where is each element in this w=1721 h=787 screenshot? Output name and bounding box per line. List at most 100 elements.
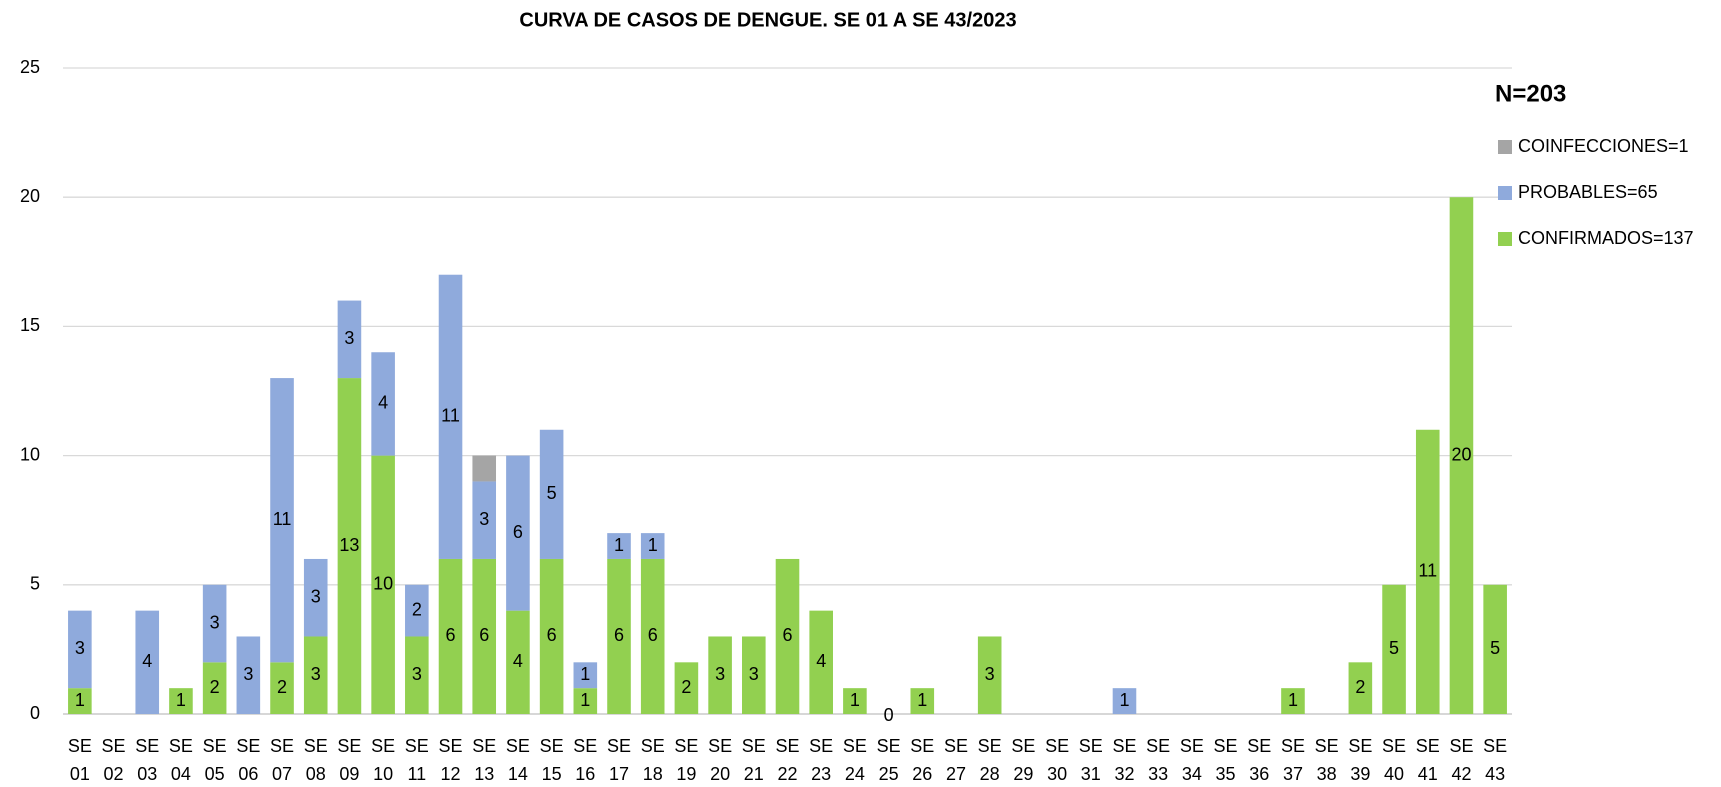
x-tick-label: SE 20 [708,736,733,784]
chart-title: CURVA DE CASOS DE DENGUE. SE 01 A SE 43/… [519,9,1016,31]
x-tick-label: SE 39 [1348,736,1373,784]
legend-label: PROBABLES=65 [1518,182,1658,202]
bar-segment [68,610,92,689]
data-label: 6 [614,625,624,645]
x-tick-label: SE 11 [404,736,429,784]
bar-segment [910,688,935,714]
bar-segment [1415,429,1440,714]
annotation: N=203 [1495,80,1566,107]
bar-segment [640,558,665,714]
x-tick-label: SE 18 [640,736,665,784]
data-label: 1 [1119,690,1129,710]
x-tick-label: SE 23 [809,736,834,784]
legend-label: COINFECCIONES=1 [1518,136,1689,156]
data-label: 11 [1418,561,1437,581]
x-tick-label: SE 37 [1280,736,1305,784]
y-tick-label: 25 [20,57,40,77]
x-tick-label: SE 33 [1146,736,1171,784]
x-tick-label: SE 04 [168,736,193,784]
legend-label: CONFIRMADOS=137 [1518,228,1694,248]
data-label: 3 [344,328,354,348]
legend-swatch [1498,140,1512,154]
data-label: 3 [749,664,759,684]
data-label: 11 [273,509,292,529]
data-label: 2 [277,677,287,697]
bar-segment [472,558,497,714]
x-tick-label: SE 14 [505,736,530,784]
x-tick-label: SE 35 [1213,736,1238,784]
bar-segment [236,636,261,714]
data-label: 3 [715,664,725,684]
bar-segment [573,662,598,689]
x-tick-label: SE 24 [842,736,867,784]
bar-segment [1483,584,1507,714]
bar-segment [708,636,732,714]
bar-segment [303,558,328,637]
data-label: 11 [441,406,460,426]
bar-segment [843,688,867,714]
x-tick-label: SE 17 [606,736,631,784]
bar-segment [539,429,564,559]
x-tick-label: SE 25 [876,736,901,784]
data-label: 1 [614,535,624,555]
x-tick-label: SE 26 [910,736,935,784]
bar-segment [438,558,463,714]
bar-segment [337,300,362,379]
data-label: 3 [243,664,253,684]
bar-segment [405,584,429,637]
x-tick-label: SE 36 [1247,736,1272,784]
bar-segment [1348,662,1373,714]
x-tick-label: SE 12 [438,736,463,784]
y-tick-label: 15 [20,315,40,335]
data-label: 6 [648,625,658,645]
bar-segment [472,455,497,482]
x-tick-label: SE 06 [236,736,261,784]
y-tick-label: 0 [30,703,40,723]
x-tick-label: SE 40 [1382,736,1407,784]
x-tick-label: SE 43 [1483,736,1508,784]
x-tick-label: SE 28 [977,736,1002,784]
bar-segment [607,558,631,714]
x-tick-label: SE 31 [1078,736,1103,784]
data-label: 2 [681,677,691,697]
data-label: 1 [580,664,590,684]
data-label: 6 [547,625,557,645]
data-label: 3 [479,509,489,529]
data-label: 6 [479,625,489,645]
x-tick-label: SE 22 [775,736,800,784]
bar-segment [202,662,227,714]
y-tick-label: 10 [20,444,40,464]
data-label: 20 [1451,444,1471,464]
x-tick-label: SE 34 [1179,736,1204,784]
bar-segment [640,533,665,559]
bar-segment [371,352,395,456]
bar-segment [371,455,395,714]
data-label: 1 [176,690,186,710]
x-tick-label: SE 02 [101,736,126,784]
data-label: 0 [884,705,894,725]
data-label: 4 [142,651,152,671]
data-label: 1 [580,690,590,710]
bar-segment [1281,688,1305,714]
bar-segment [68,688,92,714]
data-label: 4 [513,651,523,671]
x-tick-label: SE 19 [674,736,699,784]
bar-segment [607,533,631,559]
bar-segment [405,636,429,714]
x-tick-label: SE 38 [1314,736,1339,784]
x-tick-label: SE 15 [539,736,564,784]
x-tick-label: SE 16 [573,736,598,784]
bar-segment [270,662,294,714]
data-label: 3 [75,638,85,658]
x-tick-label: SE 01 [67,736,92,784]
data-label: 5 [1389,638,1399,658]
legend-swatch [1498,232,1512,246]
y-tick-label: 5 [30,574,40,594]
x-tick-label: SE 08 [303,736,328,784]
x-tick-label: SE 21 [741,736,766,784]
data-label: 2 [210,677,220,697]
data-label: 2 [412,599,422,619]
y-tick-label: 20 [20,186,40,206]
bar-segment [506,610,530,714]
bar-segment [573,688,598,714]
